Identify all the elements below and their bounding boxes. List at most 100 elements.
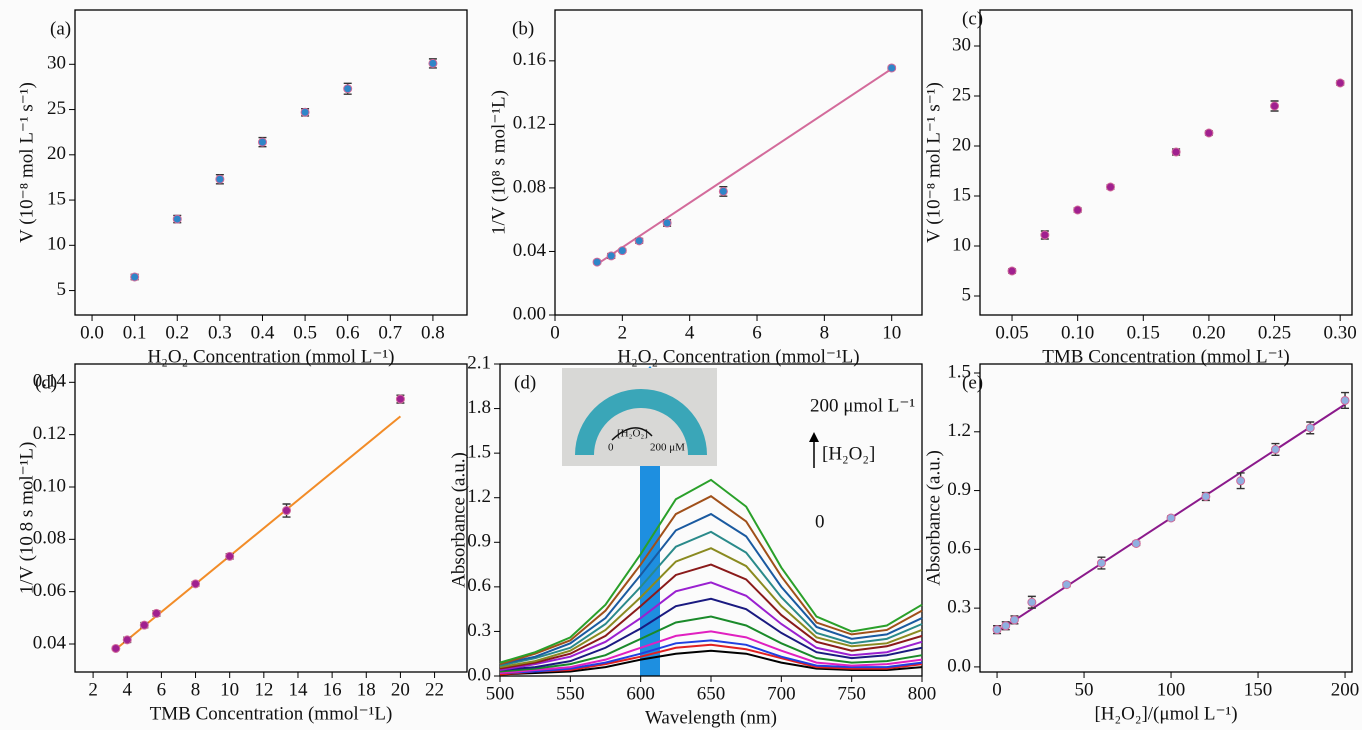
x-axis-title: H₂O₂ Concentration (mmol L⁻¹) [148,346,395,367]
y-tick-label: 0.04 [33,632,67,653]
x-tick-label: 2 [88,679,98,700]
plot-frame [74,363,468,673]
panel-label: (d) [514,372,536,393]
x-tick-label: 22 [425,679,444,700]
y-tick-label: 2.1 [467,352,491,373]
data-point [1270,101,1280,111]
data-point [225,551,235,561]
x-tick-label: 100 [1157,679,1186,700]
x-tick-label: 8 [191,679,201,700]
data-point [1171,147,1181,157]
x-tick-label: 16 [323,679,342,700]
data-point [1040,230,1050,240]
y-axis-title: V (10⁻⁸ mol L⁻¹ s⁻¹) [923,82,944,243]
x-tick-label: 150 [1244,679,1273,700]
y-tick-label: 1.8 [467,397,491,418]
x-tick-label: 0.0 [80,322,104,343]
data-point [130,272,140,282]
data-line [499,512,923,666]
x-axis-title: H₂O₂ Concentration (mmol⁻¹L) [617,346,859,367]
x-tick-label: 0.6 [336,322,360,343]
data-point [1096,558,1106,568]
data-point [1105,182,1115,192]
x-tick-label: 6 [752,322,762,343]
y-tick-label: 20 [47,143,66,164]
x-axis-title: Wavelength (nm) [645,707,777,728]
data-point [282,506,292,516]
x-tick-label: 8 [820,322,830,343]
x-tick-label: 800 [908,683,937,704]
x-tick-label: 200 [1331,679,1360,700]
annotation: 0 [815,511,825,532]
data-point [139,620,149,630]
data-point [1062,580,1072,590]
y-tick-label: 0.08 [513,176,546,197]
data-point [592,257,602,267]
x-tick-label: 2 [618,322,628,343]
x-tick-label: 50 [1075,679,1094,700]
y-tick-label: 15 [47,188,66,209]
data-point [617,246,627,256]
data-line [499,563,923,670]
plot-frame [979,363,1353,673]
plot-frame [74,9,468,316]
data-point [111,643,121,653]
data-point [151,608,161,618]
y-tick-label: 30 [47,53,66,74]
x-tick-label: 10 [220,679,239,700]
x-tick-label: 0.5 [293,322,317,343]
x-tick-label: 4 [685,322,695,343]
data-line [499,649,923,676]
y-tick-label: 0.9 [467,531,491,552]
data-point [343,84,353,94]
inset-label: [H₂O₂] [617,428,648,440]
x-tick-label: 0.20 [1192,322,1225,343]
y-axis-title: 1/V (10⁸ s mol⁻¹L) [488,90,509,235]
data-point [1009,615,1019,625]
y-tick-label: 0.6 [467,575,491,596]
y-tick-label: 0.14 [33,371,67,392]
data-point [300,107,310,117]
data-point [992,625,1002,635]
data-point [606,251,616,261]
data-line [499,478,923,664]
y-axis-title: Absorbance (a.u.) [448,452,469,588]
x-tick-label: 20 [391,679,410,700]
y-axis-title: V (10⁻⁸ mol L⁻¹ s⁻¹) [16,82,37,243]
y-tick-label: 10 [952,234,971,255]
x-axis-title: TMB Concentration (mmol L⁻¹) [1042,346,1289,367]
inset-photo: [H₂O₂]0 200 μM [562,368,717,466]
data-line [499,495,923,666]
data-point [1236,476,1246,486]
x-tick-label: 0.25 [1258,322,1291,343]
y-tick-label: 25 [952,84,971,105]
x-tick-label: 4 [122,679,132,700]
data-point [1340,395,1350,405]
x-tick-label: 650 [697,683,726,704]
data-line [115,415,402,651]
inset-label: 0 [608,442,614,454]
x-tick-label: 0.30 [1324,322,1357,343]
plot-frame [554,9,923,316]
data-point [1073,205,1083,215]
data-point [257,137,267,147]
data-line [596,67,893,266]
x-tick-label: 550 [556,683,585,704]
x-tick-label: 0.10 [1061,322,1094,343]
x-axis-title: TMB Concentration (mmol⁻¹L) [150,703,393,724]
data-point [122,635,132,645]
panel: 2 4 6 8 10 12 14 16 18 20 22 0.04 0.06 0.08 0.10 0.12 0.… [16,363,468,724]
data-point [662,218,672,228]
data-line [499,639,923,675]
x-tick-label: 0.2 [165,322,189,343]
y-tick-label: 0.04 [513,240,547,261]
panel-label: (b) [512,18,534,39]
y-tick-label: 5 [962,284,972,305]
data-line [499,597,923,672]
x-tick-label: 500 [486,683,515,704]
panel: 0 50 100 150 200 0.0 0.3 0.6 0.9 1.2 1.5(e) [H₂O₂]/… [923,361,1359,724]
data-point [1305,423,1315,433]
y-axis-title: 1/V (10 8 s mol⁻¹L) [16,442,37,595]
